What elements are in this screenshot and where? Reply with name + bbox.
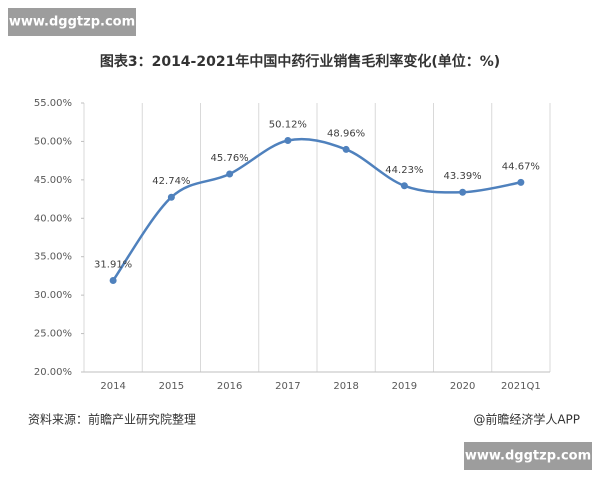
data-label: 44.67% <box>502 161 540 172</box>
x-tick-label: 2016 <box>217 381 242 392</box>
y-tick-label: 35.00% <box>34 252 72 263</box>
data-label: 31.91% <box>94 259 132 270</box>
x-tick-label: 2021Q1 <box>501 381 541 392</box>
point <box>226 170 234 178</box>
data-label: 48.96% <box>327 128 365 139</box>
watermark: www.dggtzp.com <box>465 449 591 464</box>
watermark-box <box>464 442 592 470</box>
point <box>400 182 408 190</box>
point <box>284 137 292 145</box>
data-label: 50.12% <box>269 120 307 131</box>
y-tick-label: 40.00% <box>34 213 72 224</box>
x-tick-label: 2014 <box>100 381 125 392</box>
x-tick-label: 2015 <box>159 381 184 392</box>
chart-title: 图表3：2014-2021年中国中药行业销售毛利率变化(单位：%) <box>100 53 500 70</box>
x-tick-label: 2019 <box>392 381 417 392</box>
point <box>167 193 175 201</box>
y-tick-label: 45.00% <box>34 175 72 186</box>
data-label: 43.39% <box>444 171 482 182</box>
watermark-box <box>8 8 136 36</box>
point <box>459 188 467 196</box>
y-tick-label: 30.00% <box>34 290 72 301</box>
y-tick-label: 50.00% <box>34 136 72 147</box>
y-tick-label: 20.00% <box>34 367 72 378</box>
x-tick-label: 2017 <box>275 381 300 392</box>
data-label: 44.23% <box>385 165 423 176</box>
data-label: 42.74% <box>152 176 190 187</box>
point <box>342 145 350 153</box>
y-tick-label: 25.00% <box>34 329 72 340</box>
watermark: www.dggtzp.com <box>9 15 135 30</box>
point <box>517 178 525 186</box>
point <box>109 276 117 284</box>
data-label: 45.76% <box>211 153 249 164</box>
source: 资料来源：前瞻产业研究院整理 <box>28 412 196 427</box>
x-tick-label: 2018 <box>333 381 358 392</box>
x-tick-label: 2020 <box>450 381 475 392</box>
credit: @前瞻经济学人APP <box>473 412 580 427</box>
y-tick-label: 55.00% <box>34 98 72 109</box>
